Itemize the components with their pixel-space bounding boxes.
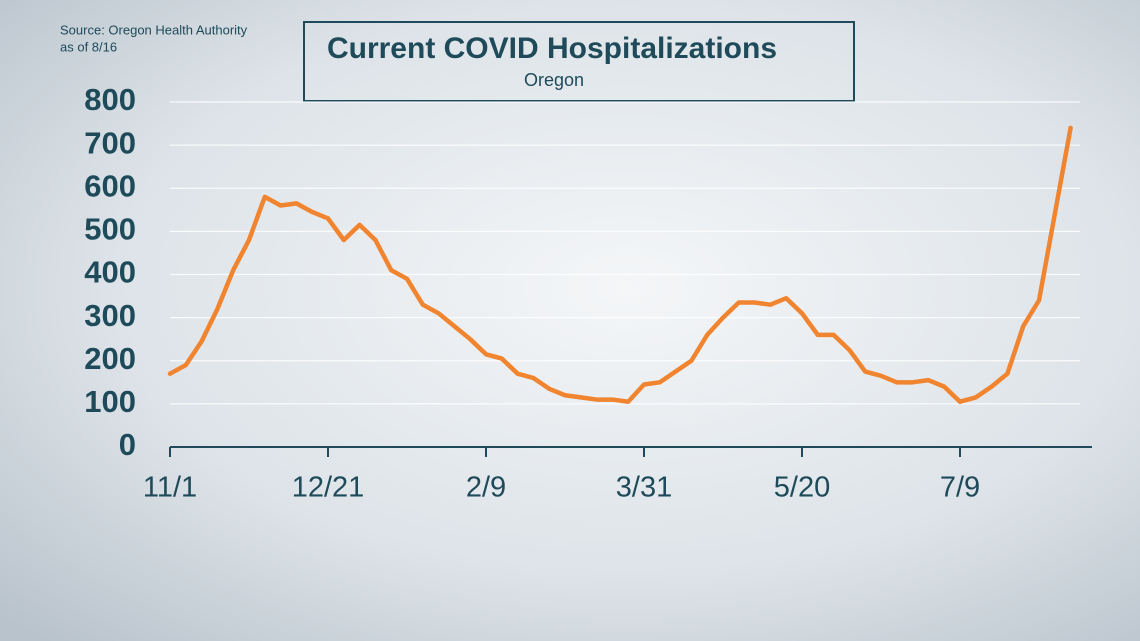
source: Source: Oregon Health Authority	[60, 22, 248, 37]
chart-subtitle: Oregon	[524, 70, 584, 90]
x-tick-label: 2/9	[466, 472, 506, 504]
x-tick-label: 5/20	[774, 472, 830, 504]
source-date: as of 8/16	[60, 39, 117, 54]
x-tick-label: 11/1	[143, 472, 197, 504]
y-tick-label: 600	[84, 168, 136, 203]
y-tick-label: 700	[84, 125, 136, 160]
title-box	[303, 21, 855, 102]
y-tick-label: 400	[84, 255, 136, 290]
y-tick-label: 0	[119, 427, 136, 462]
y-tick-label: 200	[84, 341, 136, 376]
x-tick-label: 12/21	[292, 472, 365, 504]
y-tick-label: 300	[84, 298, 136, 333]
x-tick-label: 7/9	[940, 472, 980, 504]
data-line	[167, 125, 1073, 404]
y-tick-label: 100	[84, 384, 136, 419]
x-tick-label: 3/31	[616, 472, 672, 504]
y-tick-label: 500	[84, 212, 136, 247]
chart-title: Current COVID Hospitalizations	[327, 32, 777, 65]
y-tick-label: 800	[84, 82, 136, 117]
